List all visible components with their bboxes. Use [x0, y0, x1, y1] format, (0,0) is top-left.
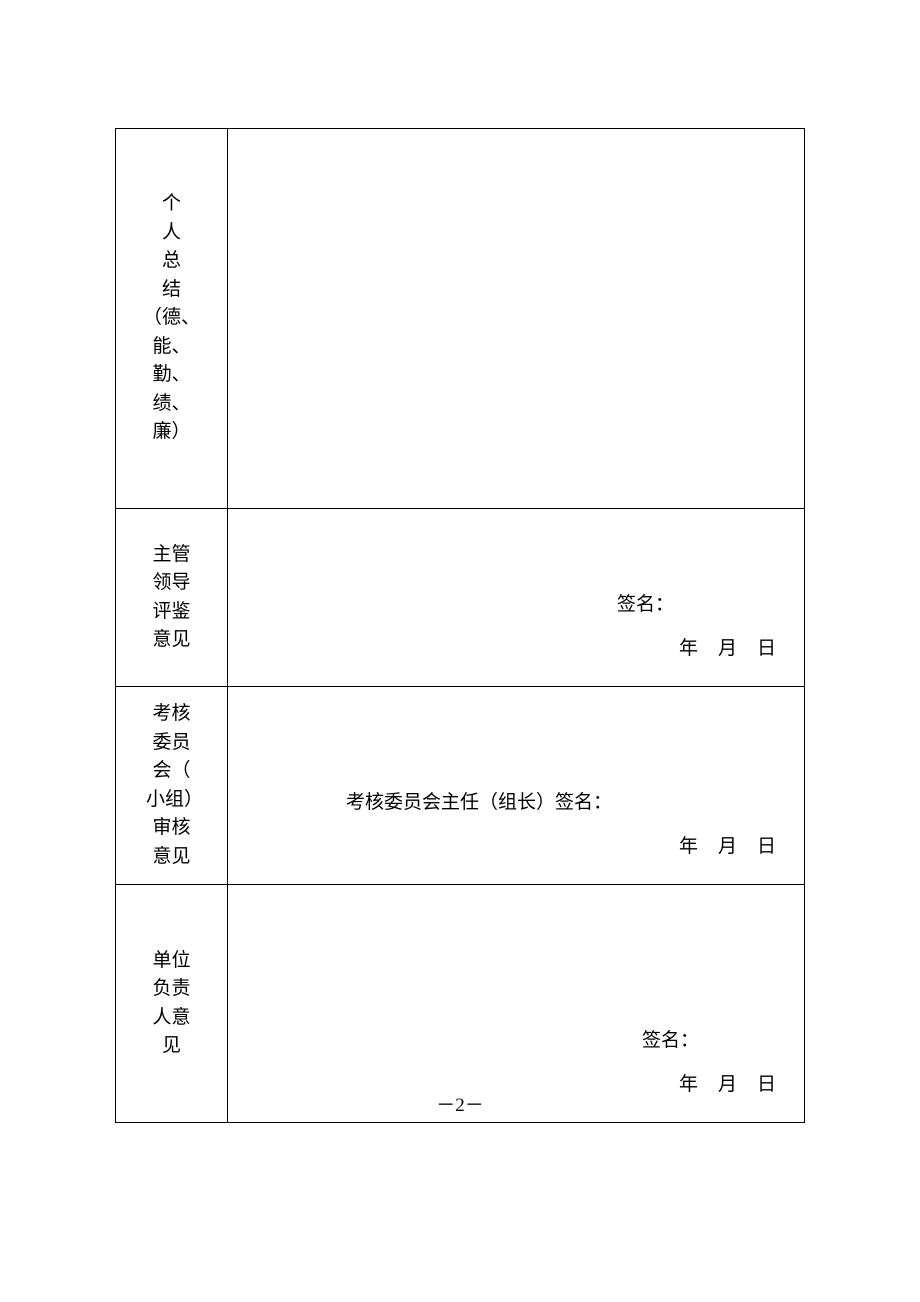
label-text: 考核 委员 会（ 小组） 审核 意见: [146, 697, 197, 874]
page-number: －2－: [0, 1090, 920, 1117]
label-line: 勤、: [152, 361, 190, 390]
label-supervisor-opinion: 主管 领导 评鉴 意见: [116, 509, 228, 687]
label-line: 绩、: [152, 390, 190, 419]
date-month: 月: [718, 638, 737, 659]
label-line: 委员: [152, 729, 190, 758]
label-line: 个: [162, 190, 181, 219]
label-line: 意见: [152, 626, 190, 655]
label-line: 审核: [152, 814, 190, 843]
date-line: 年月日: [679, 837, 776, 856]
label-committee-opinion: 考核 委员 会（ 小组） 审核 意见: [116, 687, 228, 885]
label-line: 人: [162, 219, 181, 248]
label-line: 会（: [152, 757, 190, 786]
date-year: 年: [679, 638, 698, 659]
label-line: 负责: [152, 975, 190, 1004]
signature-label: 签名：: [642, 1031, 699, 1050]
label-text: 主管 领导 评鉴 意见: [146, 519, 197, 676]
row-personal-summary: 个 人 总 结 （德、 能、 勤、 绩、 廉）: [116, 129, 805, 509]
content-personal-summary: [228, 129, 805, 509]
label-line: 主管: [152, 541, 190, 570]
label-line: 能、: [152, 333, 190, 362]
label-line: 评鉴: [152, 598, 190, 627]
content-supervisor-opinion: 签名： 年月日: [228, 509, 805, 687]
label-line: 见: [162, 1032, 181, 1061]
label-line: 廉）: [152, 418, 190, 447]
label-line: 总: [162, 247, 181, 276]
label-line: 领导: [152, 569, 190, 598]
label-line: 小组）: [146, 786, 197, 815]
label-text: 个 人 总 结 （德、 能、 勤、 绩、 廉）: [146, 139, 197, 498]
date-line: 年月日: [679, 639, 776, 658]
signature-label: 签名：: [617, 595, 674, 614]
content-unit-head-opinion: 签名： 年月日: [228, 885, 805, 1123]
label-line: 结: [162, 276, 181, 305]
assessment-form-table: 个 人 总 结 （德、 能、 勤、 绩、 廉） 主管 领导 评鉴 意见 签名：: [115, 128, 805, 1123]
row-unit-head-opinion: 单位 负责 人意 见 签名： 年月日: [116, 885, 805, 1123]
content-committee-opinion: 考核委员会主任（组长）签名： 年月日: [228, 687, 805, 885]
date-year: 年: [679, 836, 698, 857]
label-line: 考核: [152, 700, 190, 729]
label-line: 人意: [152, 1004, 190, 1033]
row-supervisor-opinion: 主管 领导 评鉴 意见 签名： 年月日: [116, 509, 805, 687]
label-line: （德、: [143, 304, 200, 333]
signature-label: 考核委员会主任（组长）签名：: [228, 793, 730, 812]
date-month: 月: [718, 836, 737, 857]
label-unit-head-opinion: 单位 负责 人意 见: [116, 885, 228, 1123]
label-personal-summary: 个 人 总 结 （德、 能、 勤、 绩、 廉）: [116, 129, 228, 509]
label-text: 单位 负责 人意 见: [146, 895, 197, 1112]
label-line: 意见: [152, 843, 190, 872]
row-committee-opinion: 考核 委员 会（ 小组） 审核 意见 考核委员会主任（组长）签名： 年月日: [116, 687, 805, 885]
label-line: 单位: [152, 947, 190, 976]
date-day: 日: [757, 638, 776, 659]
date-day: 日: [757, 836, 776, 857]
